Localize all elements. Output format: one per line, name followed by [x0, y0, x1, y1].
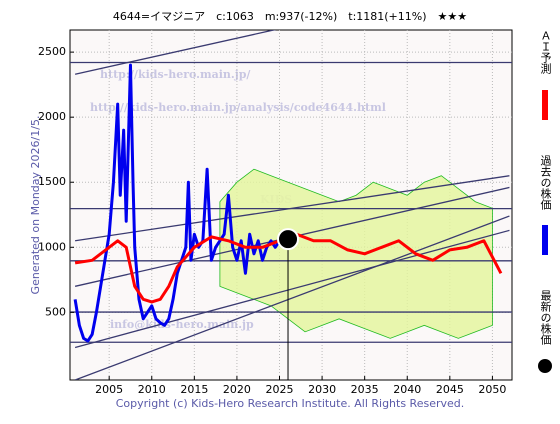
price-line [73, 63, 284, 343]
trend-line [74, 229, 510, 349]
watermark: http://kids-hero.main.jp/ [100, 68, 251, 81]
x-tick-label: 2045 [436, 383, 464, 396]
side-text: Generated on Monday 2026/1/5. [29, 116, 42, 295]
x-tick-label: 2020 [223, 383, 251, 396]
x-tick-label: 2040 [393, 383, 421, 396]
legend-label: ＡＩ予測 [539, 30, 552, 75]
y-tick-label: 2500 [38, 45, 66, 58]
latest-price [277, 228, 300, 251]
legend-swatch [538, 359, 552, 373]
watermark: http://kids-hero.main.jp/analysis/code46… [90, 101, 386, 114]
x-tick-label: 2035 [351, 383, 379, 396]
x-tick-label: 2010 [138, 383, 166, 396]
y-tick-label: 1500 [38, 175, 66, 188]
x-tick-label: 2030 [308, 383, 336, 396]
legend-label: 最新の株価 [539, 290, 552, 345]
legend-swatch [542, 225, 548, 255]
chart-title: 4644=イマジニア c:1063 m:937(-12%) t:1181(+11… [113, 10, 467, 23]
x-tick-label: 2005 [95, 383, 123, 396]
y-tick-label: 1000 [38, 240, 66, 253]
y-tick-label: 500 [45, 305, 66, 318]
plot-layer: http://kids-hero.main.jp/http://kids-her… [70, 30, 512, 380]
x-tick-label: 2050 [478, 383, 506, 396]
trend-line [74, 30, 277, 75]
y-tick-label: 2000 [38, 110, 66, 123]
price-line [74, 232, 503, 304]
legend-label: 過去の株価 [539, 155, 552, 210]
trend-line [75, 175, 510, 242]
trend-line [74, 215, 510, 380]
x-tick-label: 2015 [180, 383, 208, 396]
x-tick-label: 2025 [266, 383, 294, 396]
footer: Copyright (c) Kids-Hero Research Institu… [116, 397, 465, 410]
legend-swatch [542, 90, 548, 120]
